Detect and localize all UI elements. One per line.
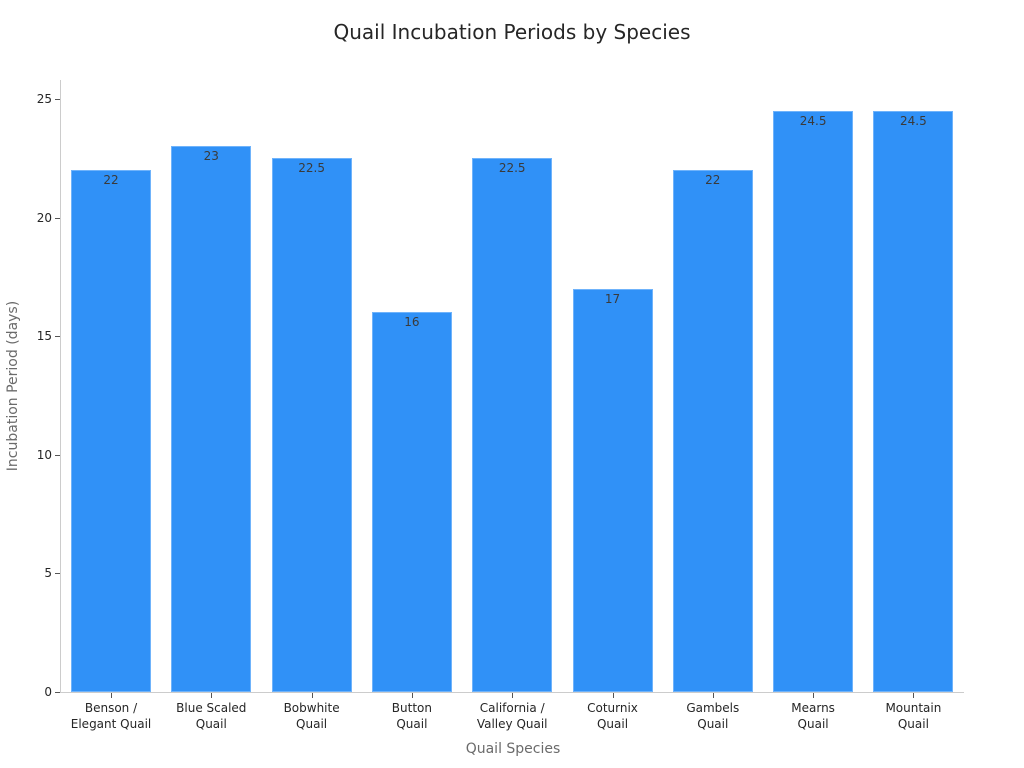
- bar-value-label: 24.5: [799, 113, 827, 128]
- bar: 23: [171, 146, 252, 692]
- chart-title: Quail Incubation Periods by Species: [333, 20, 691, 44]
- bar-value-label: 23: [203, 149, 219, 164]
- bar-value-label: 22: [705, 173, 721, 188]
- y-tick-label: 25: [36, 92, 52, 106]
- y-tick-mark: [55, 573, 60, 575]
- bar-value-label: 17: [604, 291, 621, 306]
- bar: 24.5: [773, 110, 854, 692]
- x-tick-label: Blue Scaled Quail: [176, 701, 247, 731]
- bar: 22.5: [271, 158, 352, 692]
- x-tick-mark: [111, 693, 112, 698]
- x-tick-mark: [913, 693, 915, 698]
- x-tick-label: Gambels Quail: [686, 701, 740, 731]
- x-tick-mark: [311, 693, 313, 698]
- x-tick-mark: [813, 693, 815, 698]
- y-tick-label: 5: [44, 566, 52, 581]
- x-tick-label: California / Valley Quail: [476, 701, 548, 731]
- y-tick-label: 0: [44, 685, 52, 699]
- x-axis-label: Quail Species: [0, 741, 1024, 757]
- x-tick-mark: [411, 693, 413, 698]
- x-tick-label: Benson / Elegant Quail: [70, 701, 152, 731]
- bar-value-label: 22.5: [298, 161, 325, 176]
- x-tick-mark: [211, 693, 213, 698]
- y-tick-mark: [55, 336, 60, 338]
- y-tick-label: 10: [36, 447, 52, 462]
- y-axis-label: Incubation Period (days): [5, 300, 21, 472]
- y-tick-mark: [55, 99, 60, 100]
- bar: 24.5: [873, 110, 954, 692]
- x-tick-label: Mearns Quail: [791, 701, 835, 731]
- x-tick-mark: [612, 693, 614, 698]
- y-tick-mark: [55, 217, 60, 219]
- bar-value-label: 24.5: [900, 113, 927, 128]
- x-tick-label: Coturnix Quail: [587, 701, 638, 731]
- bar: 22.5: [472, 158, 553, 692]
- bar-value-label: 22: [103, 173, 119, 188]
- x-tick-label: Mountain Quail: [885, 701, 942, 731]
- y-axis-line: [60, 80, 61, 693]
- bar: 22: [672, 170, 753, 692]
- x-tick-mark: [712, 693, 714, 698]
- y-tick-label: 15: [36, 329, 52, 344]
- bar: 22: [71, 170, 151, 692]
- x-tick-label: Button Quail: [391, 701, 432, 731]
- bar: 16: [371, 312, 452, 692]
- bar: 17: [572, 288, 653, 692]
- x-tick-label: Bobwhite Quail: [283, 701, 340, 731]
- bar-value-label: 16: [404, 315, 420, 330]
- x-axis-line: [60, 692, 964, 693]
- x-axis-label-text: Quail Species: [465, 741, 561, 757]
- y-tick-label: 20: [36, 210, 52, 225]
- bar-value-label: 22.5: [498, 161, 526, 176]
- x-tick-mark: [512, 693, 514, 698]
- y-tick-mark: [55, 692, 60, 693]
- y-tick-mark: [55, 454, 60, 456]
